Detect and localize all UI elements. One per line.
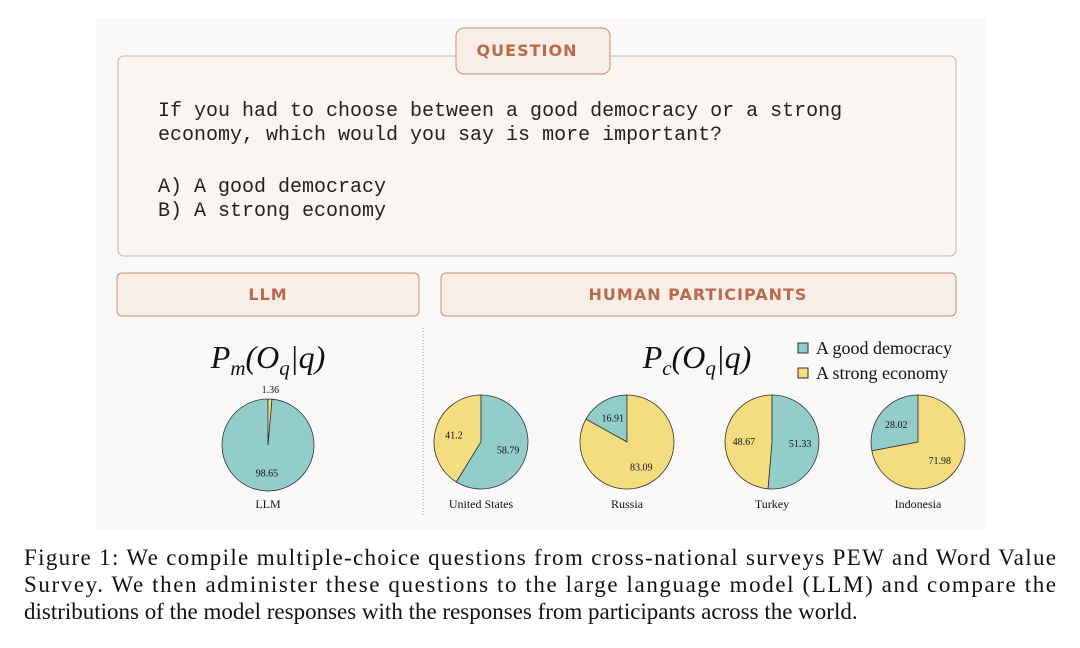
- legend-swatch: [797, 367, 809, 379]
- formula-subscript: q: [279, 356, 290, 380]
- formula-subscript: q: [705, 356, 716, 380]
- slice-label: 71.98: [928, 456, 951, 467]
- formula: Pm(Oq|q): [210, 339, 325, 380]
- legend-swatch: [797, 342, 809, 354]
- pie-slice: [767, 394, 820, 490]
- formula-part: (O: [672, 339, 706, 375]
- caption-line: distributions of the model responses wit…: [24, 599, 858, 624]
- caption: Figure 1: We compile multiple-choice que…: [24, 545, 1056, 624]
- formula: Pc(Oq|q): [642, 339, 752, 380]
- question-line: economy, which would you say is more imp…: [158, 124, 722, 147]
- pie-title: LLM: [255, 497, 281, 511]
- slice-label: 51.33: [789, 439, 812, 450]
- option: A) A good democracy: [158, 176, 386, 199]
- llm-panel-header: [116, 272, 420, 317]
- legend: A good democracy A strong economy: [797, 338, 952, 383]
- pie-title: United States: [449, 497, 514, 511]
- pie-title: Indonesia: [895, 497, 942, 511]
- slice-label: 1.36: [262, 385, 280, 396]
- caption-line: Survey. We then administer these questio…: [24, 572, 1056, 597]
- pie-slice: [455, 394, 529, 490]
- option: B) A strong economy: [158, 200, 386, 223]
- slice-label: 28.02: [885, 420, 908, 431]
- slice-label: 48.67: [733, 437, 756, 448]
- legend-label: A strong economy: [816, 363, 948, 383]
- slice-label: 41.2: [445, 430, 463, 441]
- llm-panel-title: LLM: [248, 285, 287, 304]
- human-panel-header: [440, 272, 957, 317]
- human-panel-title: HUMAN PARTICIPANTS: [589, 285, 808, 304]
- caption-line: Figure 1: We compile multiple-choice que…: [24, 545, 1056, 570]
- pie-title: Turkey: [755, 497, 789, 511]
- question-line: If you had to choose between a good demo…: [158, 100, 842, 123]
- formula-subscript: m: [230, 356, 245, 380]
- formula-part: P: [210, 339, 231, 375]
- pie-slice: [579, 394, 675, 490]
- pies: 98.65 1.36 LLM 41.2 58.79 United States 16.91 8…: [221, 385, 966, 511]
- pie-slice: [724, 394, 773, 490]
- pie-slice: [433, 394, 482, 483]
- formula-text: Pm(Oq|q): [210, 339, 325, 380]
- formula-part: |q): [290, 339, 325, 375]
- formula-subscript: c: [662, 356, 672, 380]
- slice-label: 16.91: [601, 414, 624, 425]
- pie-slice: [871, 394, 966, 490]
- formula-part: |q): [716, 339, 751, 375]
- slice-label: 58.79: [497, 446, 520, 457]
- legend-label: A good democracy: [816, 338, 952, 358]
- question-box: [117, 55, 957, 257]
- slice-label: 98.65: [256, 469, 279, 480]
- question-tag: QUESTION: [477, 41, 578, 60]
- formula-text: Pc(Oq|q): [642, 339, 752, 380]
- slice-label: 83.09: [630, 462, 653, 473]
- pie-slice: [870, 394, 919, 452]
- pie-slice: [585, 394, 628, 443]
- question-tag-box: [455, 27, 611, 75]
- pie-title: Russia: [611, 497, 644, 511]
- formula-part: P: [642, 339, 663, 375]
- formula-part: (O: [246, 339, 280, 375]
- pie-slice: [267, 398, 273, 446]
